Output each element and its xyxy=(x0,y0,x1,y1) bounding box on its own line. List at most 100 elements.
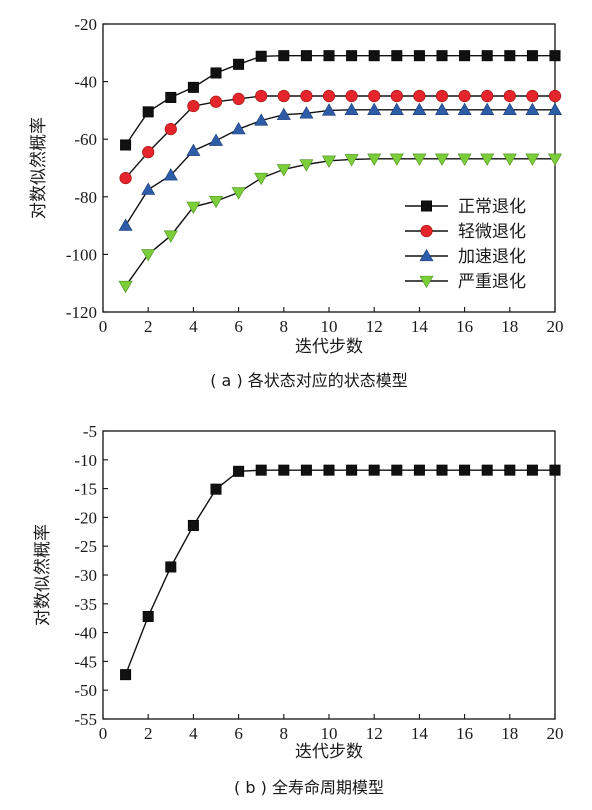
y-tick-label: -80 xyxy=(74,188,97,207)
data-point xyxy=(549,464,561,476)
legend-label: 轻微退化 xyxy=(458,222,526,242)
data-point xyxy=(367,153,382,166)
data-point xyxy=(254,172,269,186)
data-point xyxy=(118,280,133,294)
x-tick-label: 12 xyxy=(366,724,383,743)
data-point xyxy=(526,50,538,62)
data-point xyxy=(504,50,516,62)
data-point xyxy=(389,102,404,115)
data-point xyxy=(165,91,177,103)
y-tick-label: -20 xyxy=(74,15,97,34)
data-point xyxy=(255,89,268,103)
data-point xyxy=(345,89,358,103)
x-tick-label: 14 xyxy=(411,724,429,743)
legend-label: 正常退化 xyxy=(458,197,526,217)
data-point xyxy=(323,464,335,476)
series-1 xyxy=(120,50,561,151)
data-point xyxy=(503,89,516,103)
x-tick-label: 0 xyxy=(99,724,108,743)
data-point xyxy=(233,465,245,477)
chart-panel-a: 0 2 4 6 8 10 12 14 16 18 20 -20 -40 -60 -80 -100 -120 迭代步… xyxy=(29,15,564,390)
data-point xyxy=(208,195,224,209)
x-tick-label: 4 xyxy=(189,724,198,743)
data-point xyxy=(504,464,516,476)
data-point xyxy=(344,154,359,167)
series-1 xyxy=(120,464,561,681)
y-axis-label: 对数似然概率 xyxy=(29,117,49,219)
data-point xyxy=(208,133,224,146)
data-point xyxy=(457,102,472,115)
data-point xyxy=(163,230,178,243)
data-point xyxy=(525,153,540,166)
data-point xyxy=(526,464,538,476)
legend-marker xyxy=(419,275,434,289)
data-point xyxy=(254,113,269,126)
y-tick-label: -20 xyxy=(74,508,97,527)
data-point xyxy=(299,106,314,119)
data-point xyxy=(480,102,495,115)
data-point xyxy=(300,464,312,476)
data-point xyxy=(413,50,425,62)
data-point xyxy=(321,103,337,116)
data-point xyxy=(368,50,380,62)
data-point xyxy=(186,143,201,156)
data-point xyxy=(346,464,358,476)
x-tick-label: 8 xyxy=(280,317,289,336)
data-point xyxy=(255,50,267,62)
x-tick-label: 8 xyxy=(280,724,289,743)
plot-area-frame xyxy=(102,23,556,313)
data-point xyxy=(119,171,132,185)
data-point xyxy=(434,102,450,115)
data-point xyxy=(187,99,200,113)
data-point xyxy=(413,464,425,476)
data-point xyxy=(389,153,404,166)
y-tick-label: -100 xyxy=(66,245,97,264)
data-point xyxy=(391,464,403,476)
x-tick-label: 4 xyxy=(189,317,198,336)
data-point xyxy=(502,153,517,166)
data-point xyxy=(391,50,403,62)
data-point xyxy=(323,50,335,62)
data-point xyxy=(186,201,201,214)
y-tick-label: -50 xyxy=(74,681,97,700)
data-point xyxy=(276,107,291,120)
x-tick-label: 16 xyxy=(456,317,473,336)
legend-marker xyxy=(420,200,432,212)
data-point xyxy=(233,58,245,70)
y-tick-label: -40 xyxy=(74,624,97,643)
y-tick-label: -30 xyxy=(74,566,97,585)
data-point xyxy=(142,106,154,118)
data-point xyxy=(526,89,539,103)
data-point xyxy=(549,50,561,62)
data-point xyxy=(412,102,427,115)
x-tick-label: 6 xyxy=(234,317,243,336)
data-point xyxy=(163,168,178,181)
data-point xyxy=(368,464,380,476)
legend-marker xyxy=(419,248,434,262)
data-point xyxy=(120,669,132,681)
data-point xyxy=(481,89,494,103)
x-axis-label: 迭代步数 xyxy=(295,742,363,762)
data-point xyxy=(457,153,472,166)
data-point xyxy=(142,610,154,622)
data-point xyxy=(165,561,177,573)
data-point xyxy=(459,50,471,62)
x-tick-label: 20 xyxy=(547,724,564,743)
data-point xyxy=(436,464,448,476)
data-point xyxy=(548,89,562,103)
data-point xyxy=(232,92,245,105)
data-point xyxy=(187,81,199,93)
data-point xyxy=(120,139,132,151)
series-4 xyxy=(118,153,563,294)
data-point xyxy=(321,155,337,168)
data-point xyxy=(413,89,426,103)
data-point xyxy=(187,519,199,531)
data-point xyxy=(299,159,314,172)
y-tick-label: -40 xyxy=(74,73,97,92)
legend-entry: 轻微退化 xyxy=(405,222,526,242)
y-tick-label: -10 xyxy=(74,451,97,470)
data-point xyxy=(368,89,381,103)
data-point xyxy=(434,153,450,166)
